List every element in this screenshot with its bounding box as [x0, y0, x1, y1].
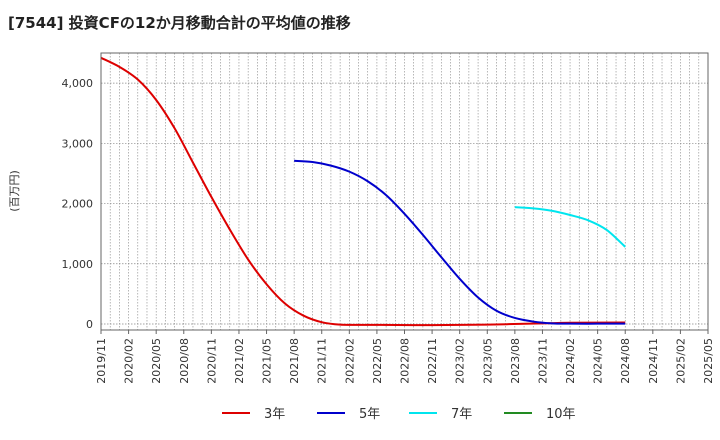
x-tick-label: 2019/11 [95, 338, 108, 384]
x-tick-label: 2021/05 [261, 338, 274, 384]
legend-label: 7年 [451, 407, 472, 422]
x-tick-label: 2024/08 [619, 338, 632, 384]
x-tick-label: 2025/05 [702, 338, 715, 384]
y-tick-label: 0 [86, 318, 93, 331]
y-axis-ticks: 0 1,000 2,000 3,000 4,000 [62, 77, 94, 331]
x-tick-label: 2023/11 [536, 338, 549, 384]
x-tick-label: 2020/08 [178, 338, 191, 384]
x-tick-label: 2024/11 [647, 338, 660, 384]
series-line-7年 [514, 206, 626, 248]
legend-label: 3年 [264, 407, 285, 422]
x-tick-label: 2025/02 [674, 338, 687, 384]
x-tick-label: 2020/11 [205, 338, 218, 384]
x-tick-label: 2022/02 [343, 338, 356, 384]
y-tick-label: 3,000 [62, 137, 94, 150]
grid-lines [100, 53, 709, 330]
x-tick-label: 2023/08 [509, 338, 522, 384]
y-tick-label: 2,000 [62, 198, 94, 211]
x-tick-label: 2022/08 [399, 338, 412, 384]
x-tick-label: 2020/05 [150, 338, 163, 384]
series-line-3年 [100, 56, 626, 327]
x-tick-label: 2023/05 [481, 338, 494, 384]
x-tick-label: 2021/08 [288, 338, 301, 384]
x-tick-label: 2024/05 [592, 338, 605, 384]
y-axis-label: (百万円) [8, 170, 21, 212]
x-tick-label: 2022/05 [371, 338, 384, 384]
legend: 3年 5年 7年 10年 [222, 407, 576, 422]
x-tick-label: 2021/02 [233, 338, 246, 384]
x-tick-label: 2020/02 [123, 338, 136, 384]
x-tick-label: 2024/02 [564, 338, 577, 384]
series-lines [100, 56, 626, 327]
y-tick-label: 1,000 [62, 258, 94, 271]
legend-label: 10年 [546, 407, 576, 422]
legend-label: 5年 [359, 407, 380, 422]
x-tick-label: 2022/11 [426, 338, 439, 384]
y-tick-label: 4,000 [62, 77, 94, 90]
plot-frame [100, 52, 709, 331]
x-axis-ticks: 2019/11 2020/02 2020/05 2020/08 2020/11 2021/… [95, 330, 715, 384]
series-line-5年 [294, 159, 626, 325]
x-tick-label: 2023/02 [454, 338, 467, 384]
x-tick-label: 2021/11 [316, 338, 329, 384]
chart-title: [7544] 投資CFの12か月移動合計の平均値の推移 [8, 14, 351, 32]
